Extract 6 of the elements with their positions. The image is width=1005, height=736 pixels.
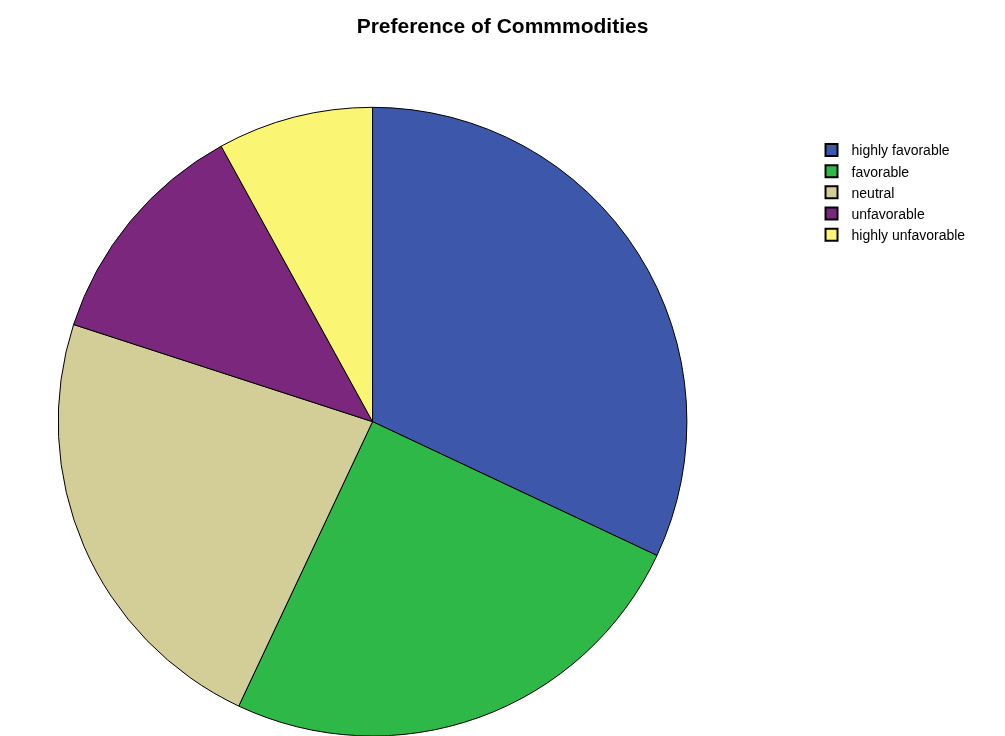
legend-label: highly favorable <box>851 142 950 159</box>
legend-label: neutral <box>851 184 895 201</box>
legend-label: favorable <box>851 163 910 180</box>
legend-label: unfavorable <box>851 206 925 223</box>
chart-title: Preference of Commmodities <box>356 14 649 38</box>
legend-label: highly unfavorable <box>851 227 966 244</box>
